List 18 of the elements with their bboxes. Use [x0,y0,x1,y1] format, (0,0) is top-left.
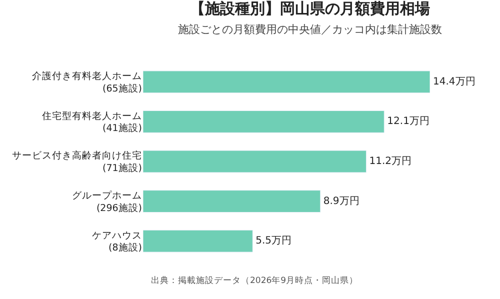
data-label: 5.5万円 [256,236,292,247]
bar [143,230,253,252]
bar [143,190,321,212]
y-tick-label: サービス付き高齢者向け住宅 (71施設) [12,150,142,174]
bar [143,70,430,94]
data-label: 12.1万円 [387,116,430,128]
bar [143,110,384,133]
y-tick-label: グループホーム (296施設) [72,189,142,214]
y-tick-label: 介護付き有料老人ホーム (65施設) [32,70,142,94]
data-label: 11.2万円 [369,156,412,168]
data-label: 8.9万円 [323,196,360,207]
chart-subtitle: 施設ごとの月額費用の中央値／カッコ内は集計施設数 [178,22,442,36]
chart-title: 【施設種別】岡山県の月額費用相場 [190,0,430,18]
y-tick-label: 住宅型有料老人ホーム (41施設) [42,110,142,134]
bar [143,150,366,173]
y-tick-label: ケアハウス (8施設) [92,230,142,254]
source-note: 出典：掲載施設データ（2026年9月時点・岡山県） [151,275,358,286]
data-label: 14.4万円 [433,76,476,88]
